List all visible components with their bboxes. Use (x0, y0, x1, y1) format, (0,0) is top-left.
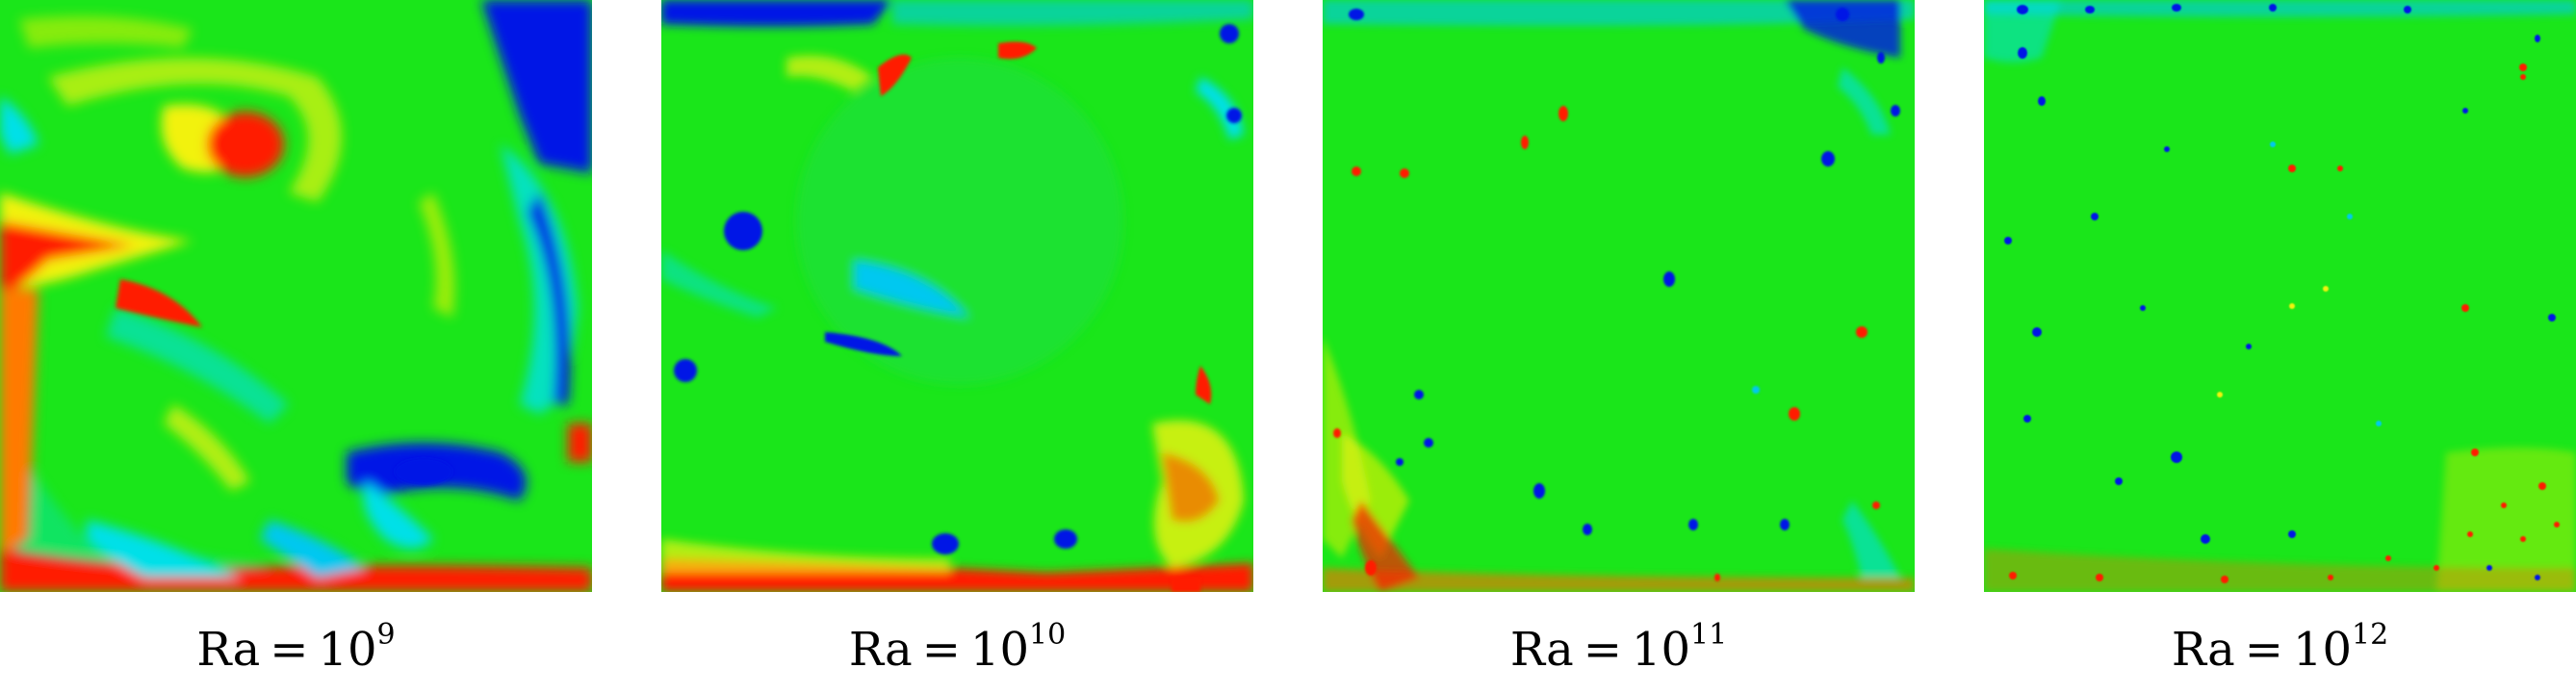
panel-ra-1e11: Ra = 1011 (1323, 0, 1915, 694)
rayleigh-number-label: Ra = 1012 (2171, 618, 2389, 678)
panel-ra-1e10: Ra = 1010 (661, 0, 1253, 694)
temperature-field-image (1984, 0, 2576, 592)
rayleigh-number-label: Ra = 1011 (1509, 618, 1728, 678)
temperature-field-image (661, 0, 1253, 592)
temperature-field-image (0, 0, 592, 592)
rayleigh-number-label: Ra = 1010 (848, 618, 1067, 678)
rayleigh-number-label: Ra = 109 (196, 618, 396, 678)
panel-ra-1e12: Ra = 1012 (1984, 0, 2576, 694)
panel-ra-1e9: Ra = 109 (0, 0, 592, 694)
temperature-field-image (1323, 0, 1915, 592)
